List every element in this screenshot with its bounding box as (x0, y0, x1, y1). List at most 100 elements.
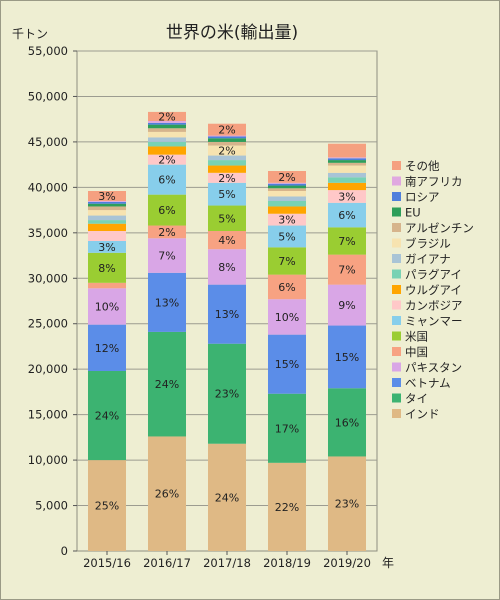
bar-segment (328, 158, 366, 161)
bar-segment (148, 124, 186, 129)
bar-segment (268, 462, 306, 551)
bar-segment (208, 249, 246, 285)
x-axis-unit: 年 (382, 556, 394, 570)
bar-segment (148, 225, 186, 239)
legend-label: カンボジア (405, 299, 463, 313)
legend-label: 米国 (405, 330, 428, 344)
bar-segment (148, 436, 186, 551)
bar-segment (268, 299, 306, 335)
legend-swatch (392, 362, 401, 372)
legend-label: 中国 (405, 345, 428, 359)
bar-segment (88, 203, 126, 207)
bar-segment (88, 241, 126, 253)
legend-label: ベトナム (405, 376, 451, 390)
bar-segment (148, 194, 186, 226)
y-axis-unit: 千トン (12, 27, 48, 41)
bar-segment (208, 343, 246, 444)
bar-segment (268, 191, 306, 197)
bar-segment (268, 185, 306, 189)
bar-segment (268, 213, 306, 226)
y-tick-label: 50,000 (28, 89, 68, 103)
bar-segment (88, 201, 126, 202)
bar-segment (328, 165, 366, 173)
legend-swatch (392, 347, 401, 356)
bar-segment (268, 171, 306, 183)
data-label: 5% (218, 188, 235, 201)
legend-swatch (392, 300, 401, 310)
bar-segment (148, 272, 186, 332)
data-label: 15% (335, 351, 359, 364)
bar-segment (88, 252, 126, 283)
data-label: 13% (215, 308, 239, 321)
data-label: 2% (278, 171, 295, 184)
data-label: 15% (275, 358, 299, 371)
legend-swatch (392, 223, 401, 232)
legend-label: パラグアイ (405, 268, 462, 282)
y-tick-label: 55,000 (28, 44, 68, 58)
data-label: 7% (338, 264, 355, 277)
bar-segment (208, 160, 246, 166)
y-tick-label: 40,000 (28, 180, 68, 194)
data-label: 3% (278, 214, 295, 227)
bar-segment (88, 210, 126, 216)
data-label: 25% (95, 500, 119, 513)
data-label: 9% (338, 299, 355, 312)
legend-label: タイ (405, 392, 428, 406)
legend-swatch (392, 409, 401, 418)
bar-segment (88, 201, 126, 204)
data-label: 7% (158, 250, 175, 263)
legend-label: その他 (405, 159, 440, 173)
data-label: 2% (218, 172, 235, 185)
bar-segment (148, 146, 186, 155)
bar-segment (208, 141, 246, 146)
bar-segment (328, 143, 366, 158)
bar-segment (88, 206, 126, 211)
y-tick-label: 35,000 (28, 226, 68, 240)
bar-segment (208, 136, 246, 139)
data-label: 10% (95, 300, 119, 313)
bar-segment (88, 223, 126, 231)
legend-swatch (392, 378, 401, 387)
bar-segment (148, 111, 186, 121)
bar-segment (88, 220, 126, 224)
bar-segment (208, 138, 246, 142)
data-label: 3% (98, 190, 115, 203)
data-label: 3% (338, 190, 355, 203)
x-tick-label: 2019/20 (323, 556, 371, 570)
legend-swatch (392, 207, 401, 217)
legend-label: インド (405, 407, 440, 421)
data-label: 22% (275, 501, 299, 514)
data-label: 12% (95, 342, 119, 355)
data-label: 5% (218, 212, 235, 225)
legend-label: パキスタン (405, 361, 462, 375)
data-label: 6% (158, 204, 175, 217)
bar-segment (208, 123, 246, 136)
bar-segment (328, 162, 366, 166)
bar-segment (88, 460, 126, 551)
bar-segment (148, 137, 186, 142)
bar-segment (328, 456, 366, 551)
bar-segment (208, 284, 246, 344)
bar-segment (268, 183, 306, 186)
bar-segment (328, 172, 366, 178)
bar-segment (88, 215, 126, 221)
legend-swatch (392, 285, 401, 294)
data-label: 5% (278, 230, 295, 243)
legend-swatch (392, 161, 401, 170)
bar-segment (148, 238, 186, 273)
bar-segment (88, 324, 126, 371)
bar-segment (328, 190, 366, 203)
bar-segment (268, 247, 306, 275)
data-label: 26% (155, 488, 179, 501)
legend-label: ブラジル (405, 237, 451, 251)
y-tick-label: 25,000 (28, 317, 68, 331)
data-label: 2% (158, 110, 175, 123)
data-label: 6% (338, 209, 355, 222)
y-tick-label: 45,000 (28, 135, 68, 149)
bar-segment (328, 254, 366, 285)
bar-segment (208, 135, 246, 137)
legend-label: ウルグアイ (405, 283, 462, 297)
data-label: 13% (155, 296, 179, 309)
bar-segment (268, 225, 306, 248)
bar-segment (208, 231, 246, 250)
